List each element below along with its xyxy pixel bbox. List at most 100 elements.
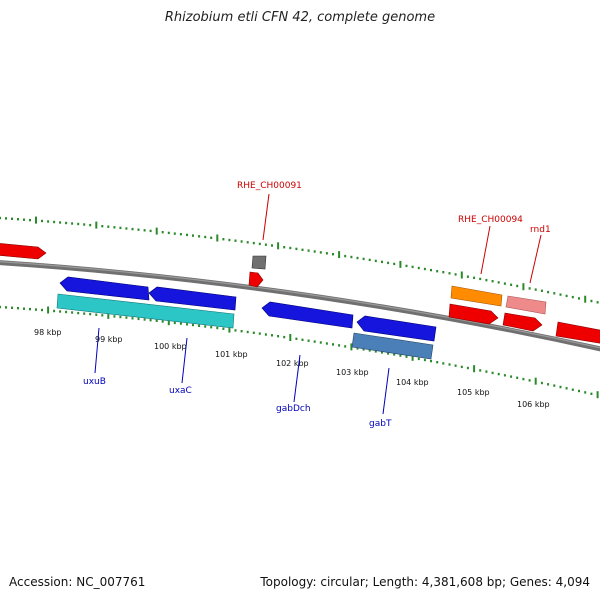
minor-tick <box>107 225 110 228</box>
minor-tick <box>83 312 86 315</box>
minor-tick <box>454 364 457 367</box>
cds-forward[interactable] <box>248 271 264 288</box>
minor-tick <box>485 370 488 373</box>
tick-label: 105 kbp <box>457 388 490 397</box>
cds-orange[interactable] <box>450 285 503 307</box>
minor-tick <box>198 324 201 327</box>
major-tick <box>584 295 587 303</box>
minor-tick <box>497 372 500 376</box>
reverse-strand <box>56 276 437 360</box>
minor-tick <box>131 227 134 231</box>
minor-tick <box>374 259 377 263</box>
minor-tick <box>411 265 414 269</box>
minor-tick <box>264 333 267 336</box>
minor-tick <box>578 389 580 393</box>
minor-tick <box>497 281 500 284</box>
minor-tick <box>77 311 80 315</box>
gene-label-rhe-ch00091[interactable]: RHE_CH00091 <box>237 181 302 191</box>
minor-tick <box>578 297 580 300</box>
minor-tick <box>240 330 243 333</box>
minor-tick <box>131 317 134 320</box>
minor-tick <box>65 221 68 225</box>
minor-tick <box>23 307 25 310</box>
minor-tick <box>510 283 513 286</box>
cds-reverse[interactable] <box>148 286 237 311</box>
gene-label-rhe-ch00094[interactable]: RHE_CH00094 <box>458 215 523 225</box>
minor-tick <box>59 221 62 224</box>
major-tick <box>411 353 414 361</box>
minor-tick <box>149 229 152 233</box>
cds-reverse[interactable] <box>356 315 437 342</box>
feature-gray[interactable] <box>251 255 267 270</box>
major-tick <box>350 343 353 351</box>
cds-reverse[interactable] <box>59 276 150 301</box>
major-tick <box>473 365 476 373</box>
minor-tick <box>565 294 568 298</box>
cds-forward[interactable] <box>555 321 600 344</box>
minor-tick <box>313 340 316 343</box>
minor-tick <box>356 256 359 260</box>
minor-tick <box>173 321 176 325</box>
minor-tick <box>289 246 292 250</box>
gene-label-gabt[interactable]: gabT <box>369 419 392 429</box>
minor-tick <box>393 262 396 266</box>
minor-tick <box>374 350 377 353</box>
major-tick <box>338 251 341 259</box>
minor-tick <box>466 366 469 370</box>
major-tick <box>277 242 280 250</box>
minor-tick <box>258 242 261 246</box>
gene-label-uxub[interactable]: uxuB <box>83 377 106 387</box>
cds-forward[interactable] <box>448 303 499 325</box>
cds-forward[interactable] <box>502 312 543 332</box>
minor-tick <box>161 231 164 234</box>
minor-tick <box>5 217 7 220</box>
tick-label: 100 kbp <box>154 342 187 351</box>
cds-forward[interactable] <box>0 243 47 260</box>
minor-tick <box>192 323 194 327</box>
minor-tick <box>17 218 19 221</box>
minor-tick <box>596 301 599 304</box>
minor-tick <box>485 278 488 282</box>
minor-tick <box>252 331 255 334</box>
minor-tick <box>271 244 273 247</box>
major-tick <box>534 377 537 385</box>
genome-summary-text: Topology: circular; Length: 4,381,608 bp… <box>260 575 590 589</box>
minor-tick <box>186 233 188 237</box>
minor-tick <box>417 357 420 361</box>
minor-tick <box>161 320 164 323</box>
minor-tick <box>362 348 365 351</box>
major-tick <box>95 221 98 229</box>
gene-leaders <box>94 193 542 415</box>
minor-tick <box>173 232 176 235</box>
minor-tick <box>53 220 56 224</box>
cds-steel[interactable] <box>351 332 434 360</box>
minor-tick <box>528 379 531 382</box>
minor-tick <box>258 332 261 335</box>
minor-tick <box>479 369 482 372</box>
axis-labels: 98 kbp 99 kbp 100 kbp 101 kbp 102 kbp 10… <box>34 328 550 409</box>
gene-label-uxac[interactable]: uxaC <box>169 386 192 396</box>
cds-cyan[interactable] <box>56 293 235 329</box>
gene-label-gabdch[interactable]: gabDch <box>276 404 311 414</box>
leader-line <box>262 193 270 241</box>
major-tick <box>228 325 231 333</box>
cds-pink[interactable] <box>505 295 547 315</box>
minor-tick <box>234 239 237 242</box>
minor-tick <box>491 280 494 283</box>
minor-tick <box>399 354 402 357</box>
minor-tick <box>516 376 519 379</box>
minor-tick <box>53 309 56 313</box>
minor-tick <box>119 315 122 319</box>
major-tick <box>107 311 110 319</box>
major-tick <box>47 306 50 314</box>
minor-tick <box>405 355 408 358</box>
minor-tick <box>528 287 531 290</box>
minor-tick <box>491 371 494 375</box>
minor-tick <box>29 307 31 311</box>
major-tick <box>289 334 292 341</box>
minor-tick <box>143 229 146 232</box>
cds-reverse[interactable] <box>261 301 354 329</box>
minor-tick <box>559 293 562 296</box>
minor-tick <box>179 233 182 236</box>
gene-label-rnd1[interactable]: rnd1 <box>530 225 551 235</box>
